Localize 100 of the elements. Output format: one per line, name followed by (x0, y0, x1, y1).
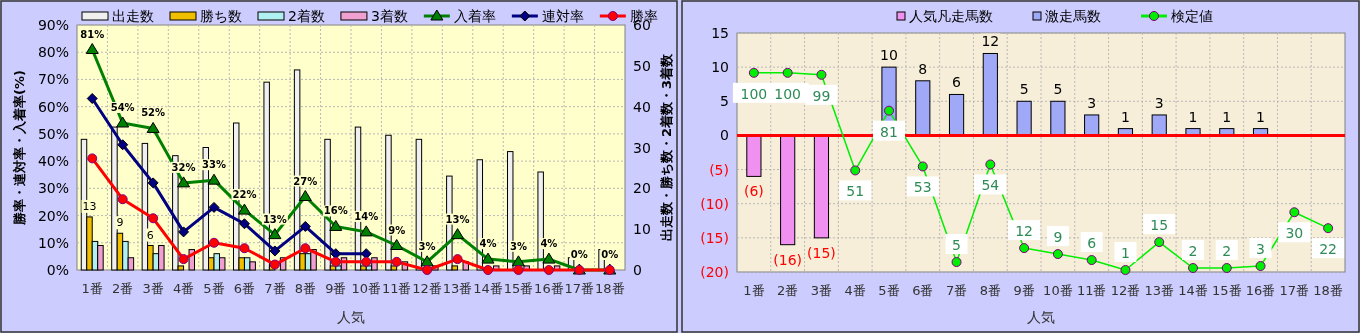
y-tick-label: 60% (37, 98, 69, 115)
y-tick-label: 10 (711, 59, 729, 76)
x-tick-label: 12番 (412, 281, 442, 296)
x-tick-label: 8番 (294, 281, 316, 296)
y-tick-label: 90% (37, 17, 69, 33)
data-label: (6) (743, 183, 764, 200)
legend-label: 人気凡走馬数 (909, 8, 993, 24)
y2-axis-title: 出走数・勝ち数・2着数・3着数 (659, 52, 674, 242)
data-label: 9 (116, 216, 124, 230)
data-label: 5 (952, 237, 962, 254)
x-tick-label: 1番 (743, 283, 765, 298)
x-tick-label: 10番 (351, 281, 381, 296)
data-label: 13 (82, 199, 97, 213)
y2-tick-label: 50 (633, 57, 651, 74)
data-label: 22 (1319, 241, 1338, 258)
y-tick-label: 30% (37, 180, 69, 197)
data-label: (16) (773, 251, 803, 268)
x-tick-label: 3番 (142, 281, 164, 296)
x-tick-label: 15番 (1212, 283, 1242, 298)
data-label: 12 (981, 33, 1000, 50)
x-tick-label: 4番 (172, 281, 195, 296)
data-label: 27% (293, 175, 318, 187)
x-tick-label: 10番 (1043, 283, 1073, 298)
x-tick-label: 6番 (233, 281, 256, 296)
y2-tick-label: 20 (633, 180, 651, 197)
y2-tick-label: 0 (633, 262, 642, 278)
data-label: 15 (1150, 217, 1169, 234)
y2-tick-label: 40 (633, 98, 651, 115)
data-label: 6 (952, 74, 962, 91)
y-tick-label: 70% (37, 71, 69, 88)
data-label: 99 (812, 87, 831, 104)
x-tick-label: 8番 (979, 283, 1001, 298)
x-tick-label: 15番 (503, 281, 534, 296)
x-tick-label: 18番 (1313, 283, 1343, 298)
x-tick-label: 5番 (878, 283, 900, 298)
x-tick-label: 11番 (1076, 283, 1107, 298)
data-label: 2 (1222, 243, 1232, 260)
data-label: 1 (1222, 108, 1232, 125)
x-tick-label: 1番 (81, 281, 103, 296)
y-axis-title: 勝率・連対率・入着率(%) (12, 70, 27, 226)
y-tick-label: 40% (37, 153, 69, 170)
data-label: 4% (540, 238, 558, 250)
data-label: 51 (846, 183, 865, 200)
x-tick-label: 12番 (1110, 283, 1141, 298)
legend-label: 勝ち数 (200, 8, 242, 24)
legend-label: 3着数 (370, 8, 408, 24)
y-tick-label: 50% (37, 125, 69, 142)
legend-label: 激走馬数 (1045, 8, 1101, 24)
legend-label: 連対率 (541, 8, 584, 24)
data-label: 52% (141, 107, 166, 119)
data-label: 16% (323, 205, 348, 217)
legend-label: 出走数 (112, 8, 154, 24)
data-label: 6 (1087, 235, 1097, 252)
data-label: 100 (774, 85, 802, 102)
data-label: 5 (1019, 81, 1029, 98)
y2-tick-label: 10 (633, 221, 651, 238)
legend-label: 2着数 (288, 8, 325, 24)
legend-label: 入着率 (453, 8, 496, 24)
data-label: 2 (1188, 243, 1198, 260)
data-label: 10 (880, 47, 898, 64)
x-tick-label: 2番 (112, 281, 134, 296)
data-label: 54% (110, 102, 135, 113)
data-label: 3 (1256, 241, 1266, 258)
data-label: 100 (740, 85, 768, 102)
x-tick-label: 14番 (473, 281, 503, 296)
y-tick-label: 0% (46, 262, 69, 278)
data-label: 30 (1285, 225, 1304, 242)
data-label: 6 (146, 228, 154, 242)
data-label: 3 (1154, 94, 1164, 111)
y-tick-label: (5) (709, 161, 729, 178)
x-tick-label: 5番 (203, 281, 225, 296)
data-label: 0% (601, 249, 619, 260)
x-tick-label: 9番 (1013, 283, 1035, 298)
x-axis-title: 人気 (337, 309, 365, 325)
data-label: 9 (1053, 229, 1063, 246)
data-label: 13% (445, 213, 470, 225)
y-tick-label: 15 (711, 25, 729, 41)
x-axis-title: 人気 (1027, 309, 1055, 325)
y-tick-label: 0 (720, 127, 729, 144)
data-label: 1 (1188, 108, 1198, 125)
data-label: 9% (388, 224, 406, 236)
data-label: 22% (232, 189, 257, 201)
x-tick-label: 18番 (595, 281, 625, 296)
x-tick-label: 9番 (325, 281, 347, 296)
y-tick-label: (15) (700, 229, 729, 246)
y-tick-label: (20) (700, 264, 729, 280)
y-tick-label: (10) (700, 195, 729, 212)
data-label: 1 (1120, 108, 1130, 125)
data-label: 33% (202, 159, 226, 171)
x-tick-label: 17番 (564, 281, 595, 296)
data-label: 1 (1256, 108, 1266, 125)
y2-tick-label: 30 (633, 139, 651, 156)
data-label: 5 (1053, 81, 1063, 98)
data-label: 13% (262, 213, 287, 225)
x-tick-label: 16番 (1245, 283, 1276, 298)
x-tick-label: 13番 (1144, 283, 1174, 298)
x-tick-label: 11番 (381, 281, 412, 296)
x-tick-label: 16番 (534, 281, 564, 296)
y-tick-label: 10% (37, 234, 69, 251)
data-label: 81% (80, 28, 105, 40)
